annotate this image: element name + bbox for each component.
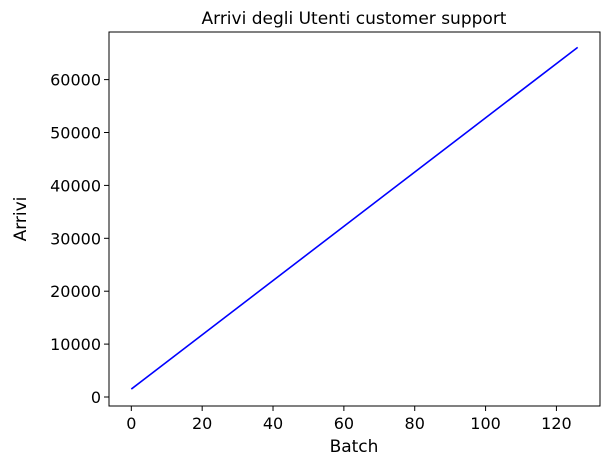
series-line xyxy=(130,46,579,390)
x-tick-label: 20 xyxy=(192,414,212,433)
x-tick-label: 100 xyxy=(470,414,501,433)
y-axis-label: Arrivi xyxy=(11,197,31,242)
x-tick-label: 60 xyxy=(334,414,354,433)
y-axis: 0 10000 20000 30000 40000 50000 60000 xyxy=(50,71,109,407)
x-tick-label: 0 xyxy=(126,414,136,433)
y-tick-label: 10000 xyxy=(50,335,101,354)
y-tick-label: 0 xyxy=(91,388,101,407)
y-tick-label: 30000 xyxy=(50,229,101,248)
y-tick-label: 40000 xyxy=(50,176,101,195)
y-tick-label: 50000 xyxy=(50,124,101,143)
y-tick-label: 60000 xyxy=(50,71,101,90)
x-tick-label: 40 xyxy=(263,414,283,433)
x-tick-label: 80 xyxy=(405,414,425,433)
y-tick-label: 20000 xyxy=(50,282,101,301)
plot-area xyxy=(108,31,601,407)
x-axis: 0 20 40 60 80 100 120 xyxy=(126,406,572,433)
x-axis-label: Batch xyxy=(330,437,379,457)
series-group xyxy=(130,46,579,390)
x-tick-label: 120 xyxy=(541,414,572,433)
chart-title: Arrivi degli Utenti customer support xyxy=(202,9,507,29)
